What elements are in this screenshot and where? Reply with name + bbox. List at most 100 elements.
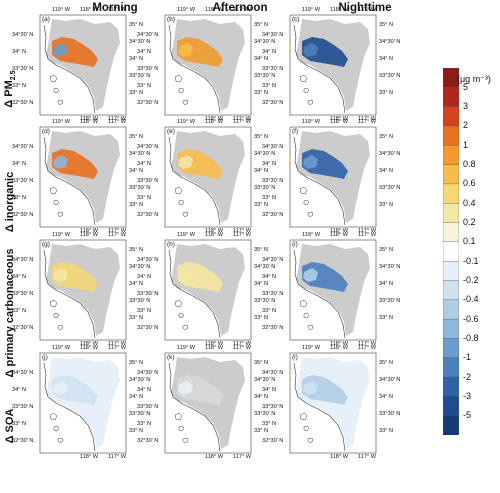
lat-label-right: 34°30' N	[379, 377, 401, 383]
lon-label-top: 118° W	[205, 345, 223, 351]
lat-label-left: 33°30' N	[12, 66, 34, 72]
lat-label-right: 34° N	[379, 168, 394, 174]
lat-label-right: 34°30' N	[379, 39, 401, 45]
hotspot-region	[53, 43, 68, 57]
lon-label-top: 117° W	[358, 119, 376, 125]
lon-label-top: 119° W	[52, 119, 70, 125]
coastline	[43, 24, 96, 114]
colorbar-swatch	[442, 203, 460, 224]
island-outline	[299, 299, 308, 308]
lat-label-left: 33°30' N	[137, 404, 159, 410]
lat-label-right: 35° N	[129, 360, 144, 366]
lat-label-right: 33°30' N	[254, 73, 276, 79]
lon-label-top: 117° W	[358, 345, 376, 351]
map-panel-svg	[289, 352, 377, 454]
lon-label-top: 118° W	[205, 232, 223, 238]
island-outline	[182, 437, 189, 444]
colorbar-tick-label: -0.4	[463, 294, 479, 305]
lat-label-right: 33° N	[379, 315, 394, 321]
lat-label-left: 32°30' N	[262, 100, 284, 106]
lon-label-top: 119° W	[52, 232, 70, 238]
lat-label-right: 34°30' N	[254, 377, 276, 383]
lat-label-left: 34° N	[12, 387, 27, 393]
lon-label-top: 119° W	[177, 119, 195, 125]
lon-label-top: 119° W	[52, 345, 70, 351]
coastline	[168, 24, 221, 114]
hotspot-region	[303, 155, 318, 169]
colorbar-tick-label: -2	[463, 371, 472, 382]
lon-label-bottom: 117° W	[233, 341, 251, 347]
island-outline	[49, 412, 58, 421]
lon-label-top: 118° W	[80, 345, 98, 351]
lat-label-right: 35° N	[129, 247, 144, 253]
hotspot-region	[53, 268, 68, 282]
lon-label-top: 118° W	[330, 232, 348, 238]
panel-label: (i)	[292, 241, 298, 248]
lat-label-right: 34° N	[129, 394, 144, 400]
lat-label-right: 33° N	[379, 90, 394, 96]
lat-label-left: 34°30' N	[12, 370, 34, 376]
lat-label-left: 34° N	[12, 274, 27, 280]
lon-label-bottom: 117° W	[233, 116, 251, 122]
island-outline	[49, 299, 58, 308]
hotspot-region	[303, 268, 318, 282]
lat-label-left: 34° N	[12, 161, 27, 167]
lon-label-bottom: 117° W	[108, 228, 126, 234]
colorbar-swatch	[442, 415, 460, 436]
lat-label-right: 34° N	[254, 394, 269, 400]
colorbar-tick-label: 2	[463, 120, 469, 131]
map-panel-svg	[164, 14, 252, 116]
coastline	[168, 249, 221, 339]
lat-label-right: 34°30' N	[129, 377, 151, 383]
map-panel: (k)	[164, 352, 252, 454]
island-outline	[307, 99, 314, 106]
lon-label-bottom: 117° W	[358, 116, 376, 122]
panel-label: (h)	[167, 241, 175, 248]
lon-label-top: 117° W	[108, 7, 126, 13]
lat-label-right: 33° N	[129, 202, 144, 208]
lat-label-right: 33°30' N	[129, 411, 151, 417]
colorbar-swatch	[442, 164, 460, 185]
colorbar-tick-label: -0.8	[463, 332, 479, 343]
lat-label-left: 32°30' N	[262, 212, 284, 218]
lat-label-left: 33°30' N	[262, 404, 284, 410]
map-panel: (b)	[164, 14, 252, 116]
colorbar-swatch	[442, 396, 460, 417]
lon-label-bottom: 118° W	[80, 228, 98, 234]
lat-label-left: 33° N	[137, 83, 152, 89]
lon-label-bottom: 117° W	[108, 341, 126, 347]
lon-label-top: 119° W	[302, 119, 320, 125]
lat-label-right: 33° N	[379, 428, 394, 434]
lat-label-right: 33°30' N	[129, 185, 151, 191]
lat-label-left: 32°30' N	[137, 100, 159, 106]
lat-label-left: 34°30' N	[12, 257, 34, 263]
lat-label-left: 34°30' N	[12, 32, 34, 38]
map-panel: (d)	[39, 126, 127, 228]
lat-label-right: 35° N	[254, 247, 269, 253]
island-outline	[307, 211, 314, 218]
lat-label-right: 33°30' N	[379, 185, 401, 191]
island-outline	[182, 324, 189, 331]
lat-label-left: 33°30' N	[137, 178, 159, 184]
lat-label-left: 34°30' N	[137, 32, 159, 38]
lat-label-left: 33° N	[12, 308, 27, 314]
lat-label-left: 34° N	[137, 49, 152, 55]
hotspot-region	[303, 43, 318, 57]
island-outline	[303, 87, 310, 94]
map-panel: (i)	[289, 239, 377, 341]
colorbar-tick-label: 0.6	[463, 178, 476, 189]
lon-label-top: 118° W	[205, 7, 223, 13]
map-panel: (h)	[164, 239, 252, 341]
lat-label-left: 33°30' N	[12, 404, 34, 410]
column-title-afternoon: Afternoon	[212, 2, 268, 14]
island-outline	[307, 437, 314, 444]
colorbar-swatch	[442, 318, 460, 340]
map-panel-svg	[289, 126, 377, 228]
hotspot-region	[178, 155, 193, 169]
lat-label-right: 34° N	[129, 168, 144, 174]
lon-label-bottom: 118° W	[330, 228, 348, 234]
lat-label-right: 33°30' N	[254, 185, 276, 191]
lon-label-bottom: 118° W	[80, 454, 98, 460]
island-outline	[178, 312, 185, 319]
colorbar-swatch	[442, 87, 460, 108]
